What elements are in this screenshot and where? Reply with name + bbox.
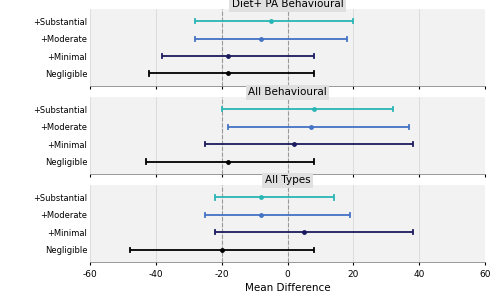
Text: Diet+ PA Behavioural: Diet+ PA Behavioural bbox=[232, 0, 344, 9]
Text: All Behavioural: All Behavioural bbox=[248, 87, 327, 97]
X-axis label: Mean Difference: Mean Difference bbox=[244, 283, 330, 293]
Text: All Types: All Types bbox=[264, 175, 310, 185]
